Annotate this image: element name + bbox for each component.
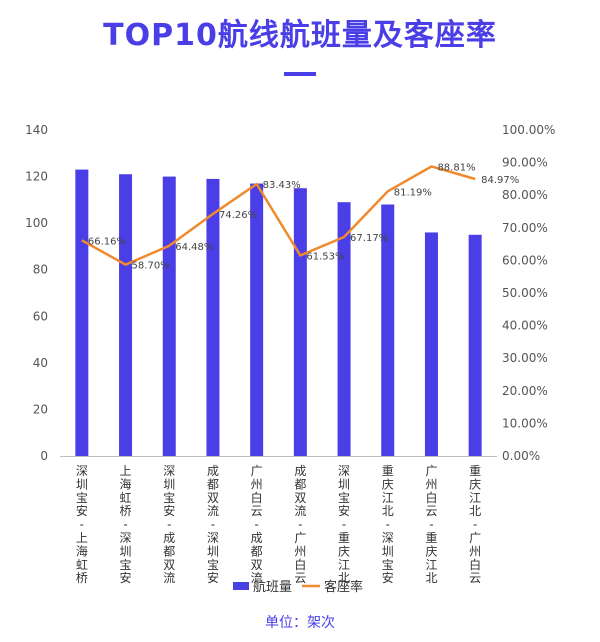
- line-data-label: 83.43%: [263, 180, 301, 191]
- y-right-tick-label: 90.00%: [502, 156, 548, 170]
- x-tick-label: 深圳宝安-成都双流: [163, 464, 175, 585]
- y-right-tick-label: 100.00%: [502, 123, 555, 137]
- x-tick-label: 上海虹桥-深圳宝安: [120, 464, 132, 585]
- y-left-tick-label: 60: [33, 309, 48, 323]
- title-underline: [284, 72, 316, 76]
- bar-flight-count: [293, 188, 307, 456]
- x-tick-label: 重庆江北-广州白云: [469, 464, 481, 585]
- bar-flight-count: [75, 169, 89, 457]
- bar-flight-count: [468, 234, 482, 456]
- bar-flight-count: [162, 176, 176, 457]
- bar-flight-count: [206, 178, 220, 456]
- line-data-label: 64.48%: [175, 242, 213, 253]
- y-left-tick-label: 120: [25, 170, 48, 184]
- line-data-label: 81.19%: [394, 187, 432, 198]
- x-tick-label: 重庆江北-深圳宝安: [382, 464, 394, 585]
- legend-swatch-bar: [233, 582, 249, 590]
- x-tick-label: 深圳宝安-重庆江北: [338, 464, 350, 585]
- y-right-tick-label: 30.00%: [502, 351, 548, 365]
- x-tick-label: 成都双流-深圳宝安: [207, 464, 219, 585]
- line-data-label: 61.53%: [306, 251, 344, 262]
- bar-flight-count: [424, 232, 438, 456]
- y-left-tick-label: 140: [25, 123, 48, 137]
- y-left-tick-label: 0: [40, 449, 48, 463]
- bar-flight-count: [337, 202, 351, 456]
- x-tick-label: 深圳宝安-上海虹桥: [76, 464, 88, 585]
- legend-label-bar: 航班量: [253, 579, 292, 595]
- legend-label-line: 客座率: [324, 579, 363, 595]
- bar-flight-count: [250, 183, 264, 457]
- y-right-tick-label: 50.00%: [502, 286, 548, 300]
- y-left-tick-label: 80: [33, 263, 48, 277]
- bar-flight-count: [381, 204, 395, 456]
- y-right-tick-label: 80.00%: [502, 188, 548, 202]
- y-right-tick-label: 60.00%: [502, 253, 548, 267]
- bar-flight-count: [119, 174, 133, 456]
- y-left-tick-label: 20: [33, 402, 48, 416]
- x-tick-label: 广州白云-成都双流: [251, 464, 263, 585]
- line-data-label: 67.17%: [350, 233, 388, 244]
- line-load-factor: [81, 165, 476, 266]
- line-data-label: 88.81%: [437, 162, 475, 173]
- x-tick-label: 广州白云-重庆江北: [425, 464, 437, 585]
- y-right-tick-label: 20.00%: [502, 384, 548, 398]
- y-right-tick-label: 40.00%: [502, 319, 548, 333]
- unit-note: 单位：架次: [265, 615, 335, 631]
- line-data-label: 84.97%: [481, 175, 519, 186]
- line-data-label: 58.70%: [132, 261, 170, 272]
- y-left-tick-label: 100: [25, 216, 48, 230]
- y-left-tick-label: 40: [33, 356, 48, 370]
- line-data-label: 66.16%: [88, 236, 126, 247]
- chart-title: TOP10航线航班量及客座率: [103, 18, 497, 53]
- y-right-tick-label: 0.00%: [502, 449, 540, 463]
- x-tick-label: 成都双流-广州白云: [294, 464, 306, 585]
- y-right-tick-label: 10.00%: [502, 416, 548, 430]
- line-data-label: 74.26%: [219, 210, 257, 221]
- y-right-tick-label: 70.00%: [502, 221, 548, 235]
